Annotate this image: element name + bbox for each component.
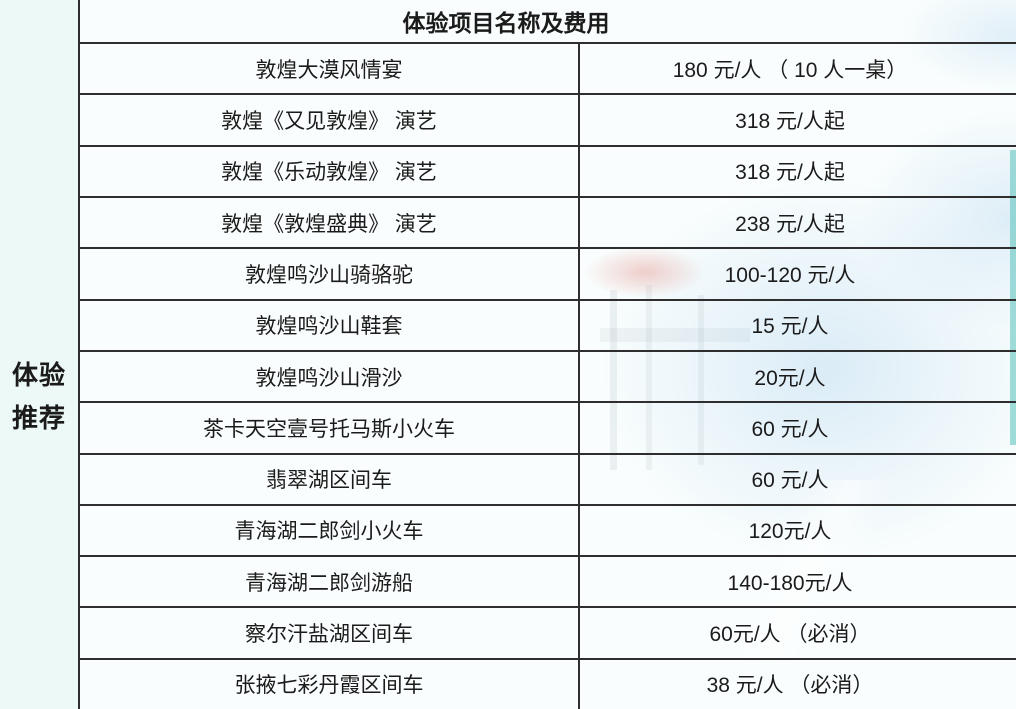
item-name-cell: 敦煌鸣沙山骑骆驼: [80, 249, 580, 299]
table-row: 青海湖二郎剑游船 140-180元/人: [80, 557, 1016, 609]
table-row: 青海湖二郎剑小火车 120元/人: [80, 505, 1016, 558]
item-price-cell: 60元/人 （必消）: [709, 623, 871, 647]
table-body: 敦煌大漠风情宴 180 元/人 （ 10 人一桌） 敦煌《又见敦煌》 演艺 31…: [80, 44, 1016, 709]
item-name-cell: 敦煌大漠风情宴: [80, 44, 580, 94]
item-name-cell: 茶卡天空壹号托马斯小火车: [80, 403, 580, 453]
table-row: 敦煌鸣沙山滑沙 20元/人: [80, 351, 1016, 404]
fees-table: 体验项目名称及费用 敦煌大漠风情宴 180 元/人 （ 10 人一桌） 敦煌《又…: [78, 0, 1016, 709]
table-row: 敦煌鸣沙山鞋套 15 元/人: [80, 300, 1016, 352]
side-label-line1: 体验: [11, 360, 66, 390]
table-row: 翡翠湖区间车 60 元/人: [80, 454, 1016, 506]
item-price-cell: 20元/人: [754, 366, 826, 390]
item-name-cell: 青海湖二郎剑小火车: [80, 505, 580, 556]
item-price-cell: 100-120 元/人: [724, 263, 856, 287]
item-price-cell: 120元/人: [748, 520, 832, 544]
item-name-cell: 敦煌鸣沙山鞋套: [80, 300, 580, 350]
item-price-cell: 140-180元/人: [727, 571, 853, 595]
item-price-cell: 318 元/人起: [735, 109, 845, 133]
side-label: 体验 推荐: [0, 354, 78, 440]
item-name-cell: 察尔汗盐湖区间车: [80, 608, 580, 658]
item-price-cell: 238 元/人起: [735, 212, 845, 236]
item-name-cell: 敦煌《乐动敦煌》 演艺: [80, 146, 580, 196]
item-price-cell: 180 元/人 （ 10 人一桌）: [672, 58, 908, 82]
table-header: 体验项目名称及费用: [80, 0, 1016, 44]
item-name-cell: 敦煌《敦煌盛典》 演艺: [80, 197, 580, 248]
item-price-cell: 60 元/人: [751, 417, 829, 441]
side-label-line2: 推荐: [11, 403, 66, 433]
table-row: 敦煌《又见敦煌》 演艺 318 元/人起: [80, 95, 1016, 147]
table-row: 茶卡天空壹号托马斯小火车 60 元/人: [80, 403, 1016, 455]
item-name-cell: 张掖七彩丹霞区间车: [80, 659, 580, 709]
table-row: 敦煌《敦煌盛典》 演艺 238 元/人起: [80, 197, 1016, 250]
table-row: 敦煌《乐动敦煌》 演艺 318 元/人起: [80, 146, 1016, 198]
table-row: 察尔汗盐湖区间车 60元/人 （必消）: [80, 608, 1016, 660]
item-name-cell: 青海湖二郎剑游船: [80, 557, 580, 607]
item-price-cell: 38 元/人 （必消）: [706, 674, 874, 698]
item-price-cell: 318 元/人起: [735, 161, 845, 185]
item-name-cell: 敦煌《又见敦煌》 演艺: [80, 95, 580, 145]
item-name-cell: 翡翠湖区间车: [80, 454, 580, 504]
table-row: 敦煌大漠风情宴 180 元/人 （ 10 人一桌）: [80, 44, 1016, 96]
table-header-title: 体验项目名称及费用: [402, 10, 610, 36]
item-price-cell: 60 元/人: [751, 469, 829, 493]
table-row: 敦煌鸣沙山骑骆驼 100-120 元/人: [80, 249, 1016, 301]
item-name-cell: 敦煌鸣沙山滑沙: [80, 351, 580, 402]
table-row: 张掖七彩丹霞区间车 38 元/人 （必消）: [80, 659, 1016, 709]
item-price-cell: 15 元/人: [751, 315, 829, 339]
